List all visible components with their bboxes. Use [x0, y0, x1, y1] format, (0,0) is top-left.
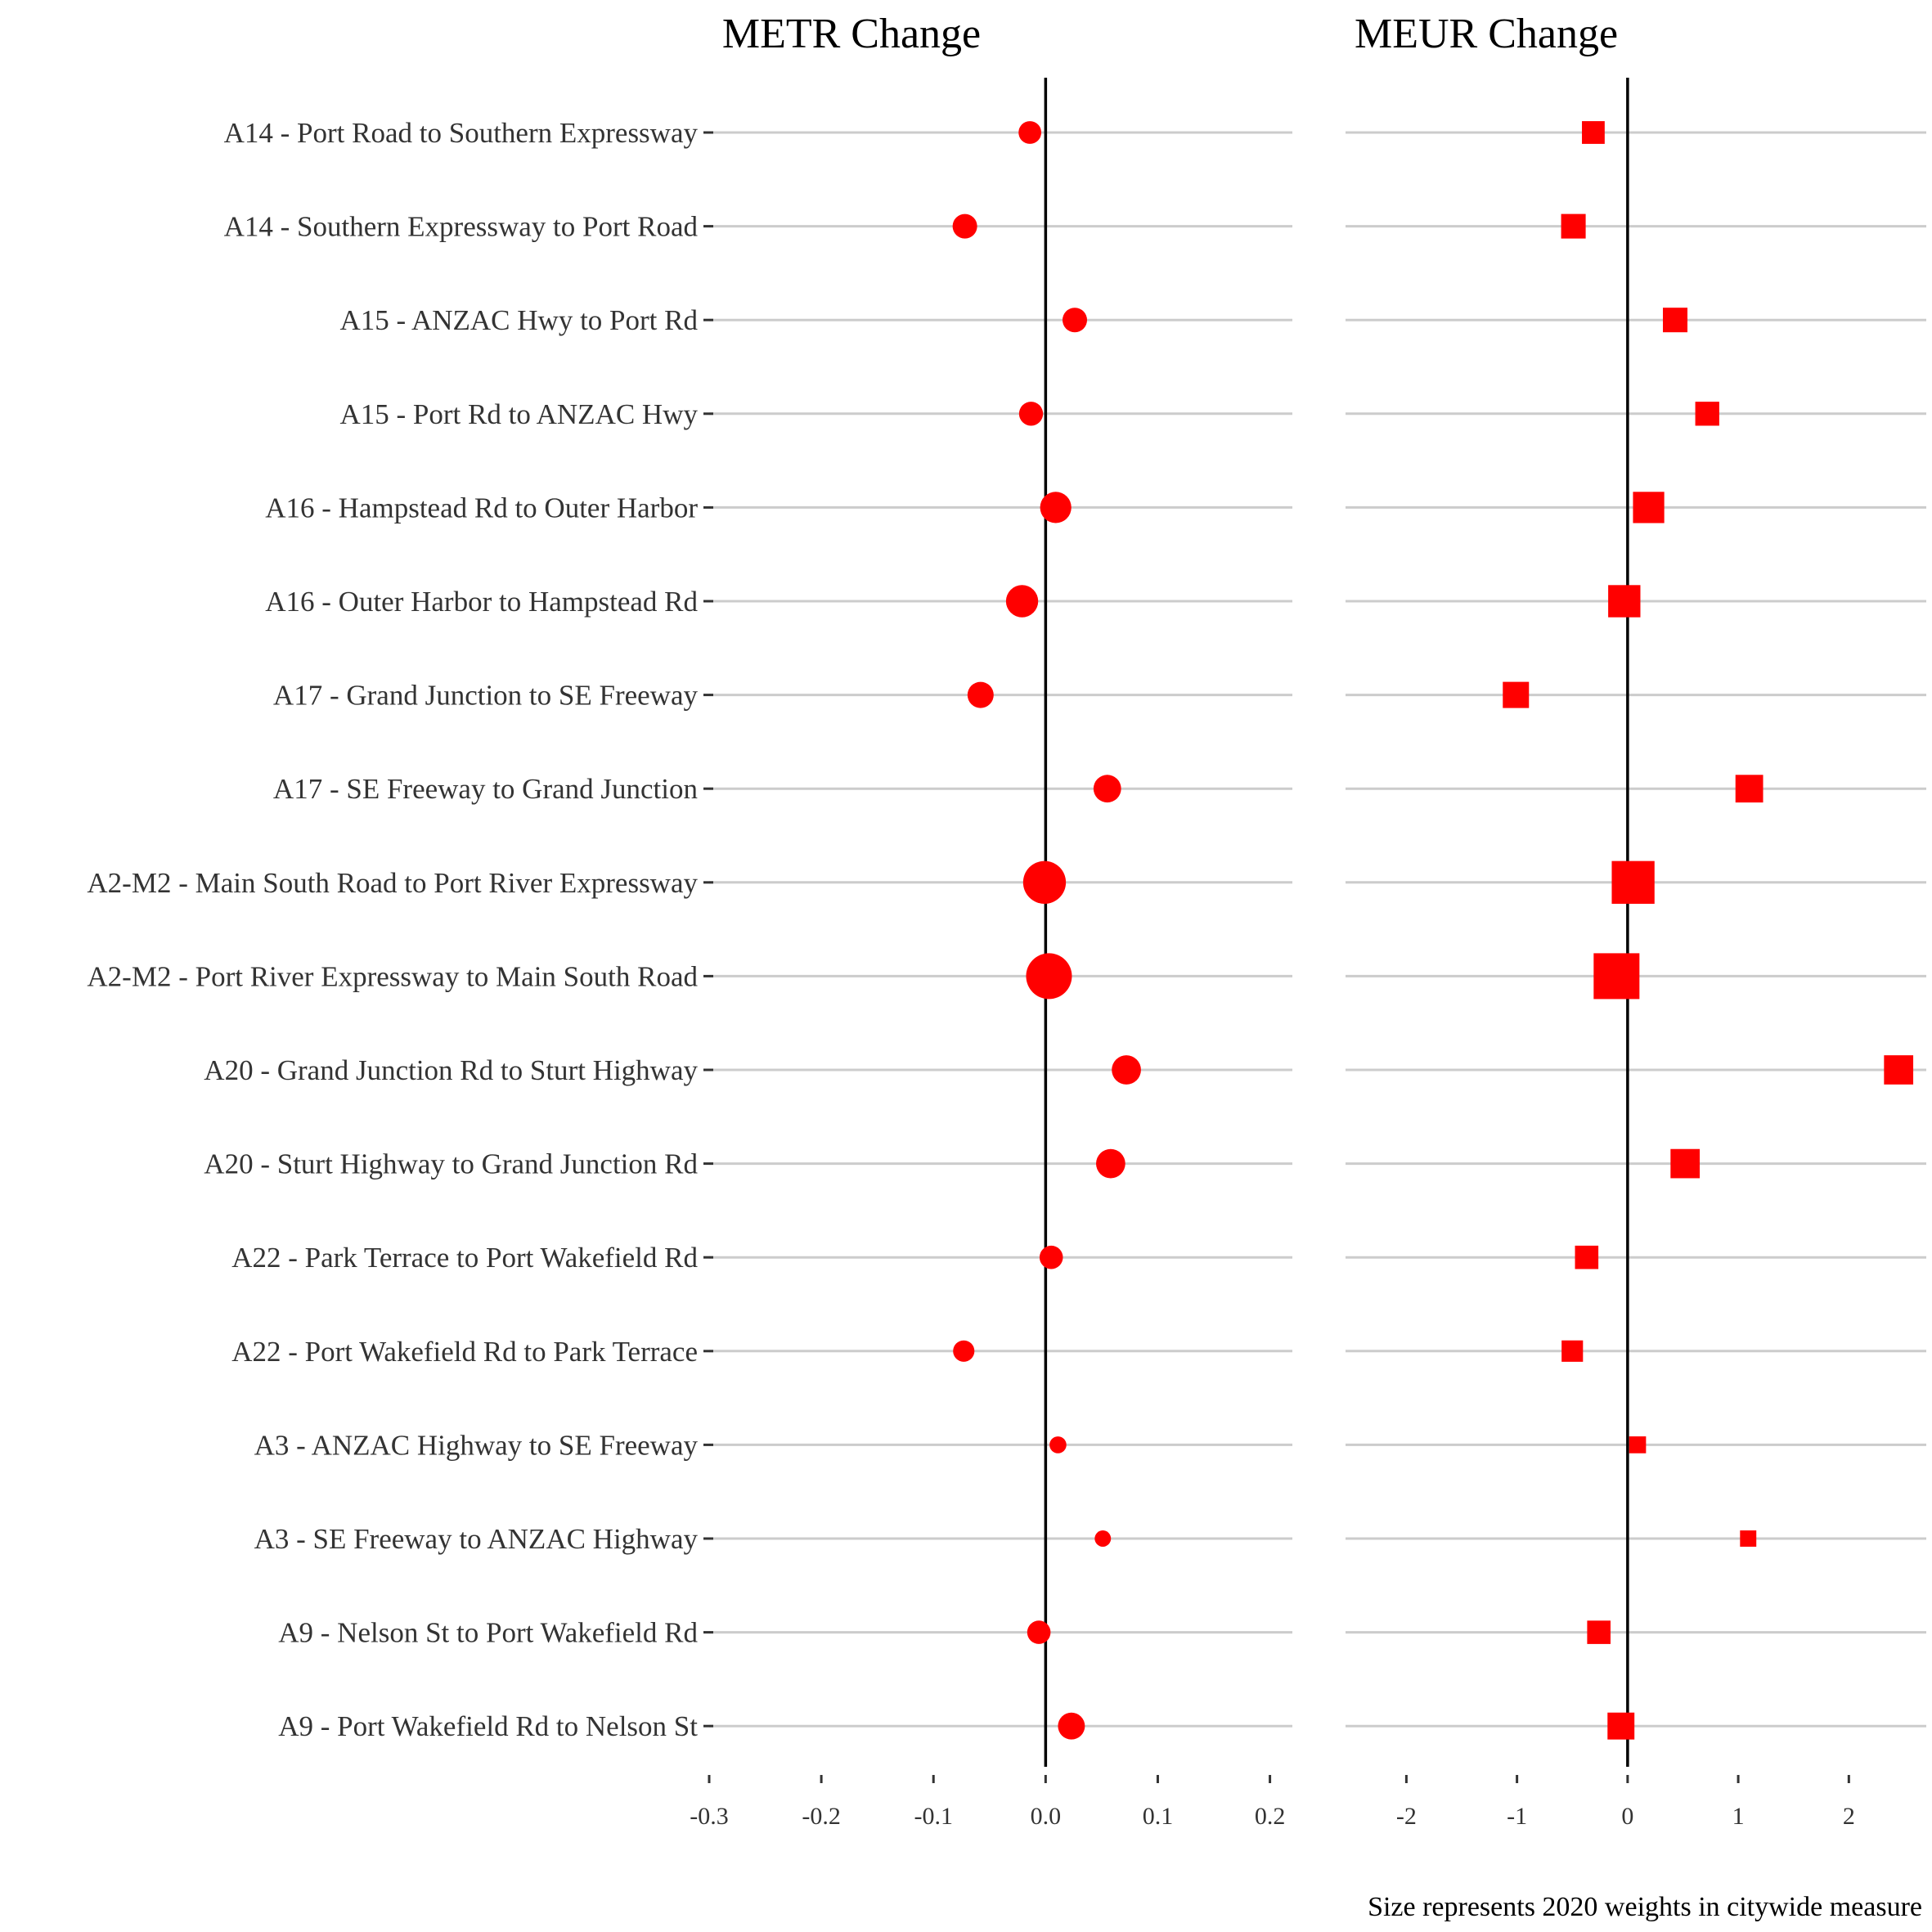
metr-point — [1062, 308, 1088, 333]
meur-panel-title: MEUR Change — [1355, 11, 1618, 57]
meur-point — [1662, 308, 1688, 333]
metr-point — [952, 213, 977, 239]
metr-x-tick-label: 0.1 — [1143, 1803, 1174, 1830]
meur-x-axis: -2 -1 0 1 2 — [1396, 1775, 1855, 1830]
metr-point — [1093, 775, 1121, 803]
row-label: A22 - Port Wakefield Rd to Park Terrace — [231, 1336, 698, 1368]
metr-point — [953, 1340, 975, 1362]
metr-point — [1018, 402, 1044, 426]
metr-point — [1112, 1055, 1141, 1085]
metr-x-tick-label: 0.0 — [1031, 1803, 1062, 1830]
row-label: A2-M2 - Main South Road to Port River Ex… — [87, 867, 698, 899]
row-label: A14 - Port Road to Southern Expressway — [224, 117, 699, 149]
row-label: A16 - Outer Harbor to Hampstead Rd — [265, 586, 698, 618]
metr-point — [1040, 492, 1072, 523]
metr-point — [1049, 1436, 1067, 1453]
meur-x-tick-label: -2 — [1396, 1803, 1417, 1830]
meur-point — [1593, 953, 1640, 1000]
meur-point — [1884, 1055, 1914, 1085]
metr-x-tick-label: -0.3 — [690, 1803, 729, 1830]
size-caption: Size represents 2020 weights in citywide… — [1368, 1892, 1922, 1922]
metr-x-tick-label: 0.2 — [1255, 1803, 1286, 1830]
row-label: A17 - Grand Junction to SE Freeway — [273, 680, 699, 712]
metr-point — [1005, 585, 1039, 618]
meur-panel: MEUR Change -2 -1 0 1 2 — [1346, 11, 1926, 1830]
row-label: A20 - Sturt Highway to Grand Junction Rd — [204, 1148, 698, 1180]
metr-point — [1039, 1245, 1063, 1269]
meur-point — [1561, 213, 1586, 239]
meur-x-tick-label: 0 — [1621, 1803, 1633, 1830]
metr-point — [1022, 860, 1067, 904]
metr-points — [952, 121, 1141, 1740]
metr-panel-title: METR Change — [722, 11, 981, 57]
row-label: A17 - SE Freeway to Grand Junction — [273, 773, 698, 805]
meur-x-tick-label: 1 — [1732, 1803, 1745, 1830]
meur-point — [1611, 860, 1655, 904]
metr-point — [1018, 121, 1042, 144]
row-label: A15 - Port Rd to ANZAC Hwy — [339, 398, 698, 430]
row-label: A22 - Park Terrace to Port Wakefield Rd — [231, 1242, 698, 1274]
meur-point — [1735, 775, 1764, 803]
row-label: A3 - ANZAC Highway to SE Freeway — [254, 1429, 699, 1461]
meur-x-tick-label: 2 — [1843, 1803, 1855, 1830]
metr-point — [1094, 1530, 1112, 1547]
meur-point — [1670, 1148, 1701, 1179]
metr-x-tick-label: -0.1 — [914, 1803, 953, 1830]
meur-point — [1608, 585, 1641, 618]
meur-point — [1587, 1620, 1611, 1644]
row-label: A20 - Grand Junction Rd to Sturt Highway — [204, 1054, 698, 1086]
metr-point — [1026, 953, 1072, 1000]
row-label: A3 - SE Freeway to ANZAC Highway — [254, 1523, 699, 1555]
meur-x-tick-label: -1 — [1507, 1803, 1527, 1830]
row-label: A9 - Nelson St to Port Wakefield Rd — [278, 1617, 698, 1649]
metr-x-tick-label: -0.2 — [802, 1803, 841, 1830]
metr-point — [1027, 1620, 1051, 1644]
meur-point — [1695, 402, 1719, 426]
metr-x-axis: -0.3 -0.2 -0.1 0.0 0.1 0.2 — [690, 1775, 1285, 1830]
row-label: A15 - ANZAC Hwy to Port Rd — [339, 304, 698, 336]
meur-point — [1582, 121, 1605, 144]
row-label: A14 - Southern Expressway to Port Road — [224, 211, 699, 243]
meur-point — [1740, 1530, 1757, 1547]
metr-point — [1096, 1148, 1126, 1179]
meur-gridlines — [1346, 131, 1926, 1728]
meur-point — [1607, 1712, 1635, 1740]
metr-point — [967, 681, 994, 708]
row-labels: A14 - Port Road to Southern Expressway A1… — [87, 117, 713, 1742]
meur-point — [1629, 1436, 1647, 1453]
meur-point — [1561, 1340, 1584, 1362]
metr-panel: METR Change -0.3 -0.2 -0.1 0.0 0.1 0.2 — [690, 11, 1292, 1830]
meur-point — [1633, 492, 1665, 523]
row-label: A9 - Port Wakefield Rd to Nelson St — [278, 1710, 698, 1742]
row-label: A16 - Hampstead Rd to Outer Harbor — [265, 492, 698, 523]
meur-point — [1503, 681, 1530, 708]
metr-point — [1058, 1712, 1085, 1740]
metr-gridlines — [709, 131, 1292, 1728]
meur-points — [1503, 121, 1914, 1740]
row-label: A2-M2 - Port River Expressway to Main So… — [87, 960, 698, 992]
meur-point — [1575, 1245, 1599, 1269]
